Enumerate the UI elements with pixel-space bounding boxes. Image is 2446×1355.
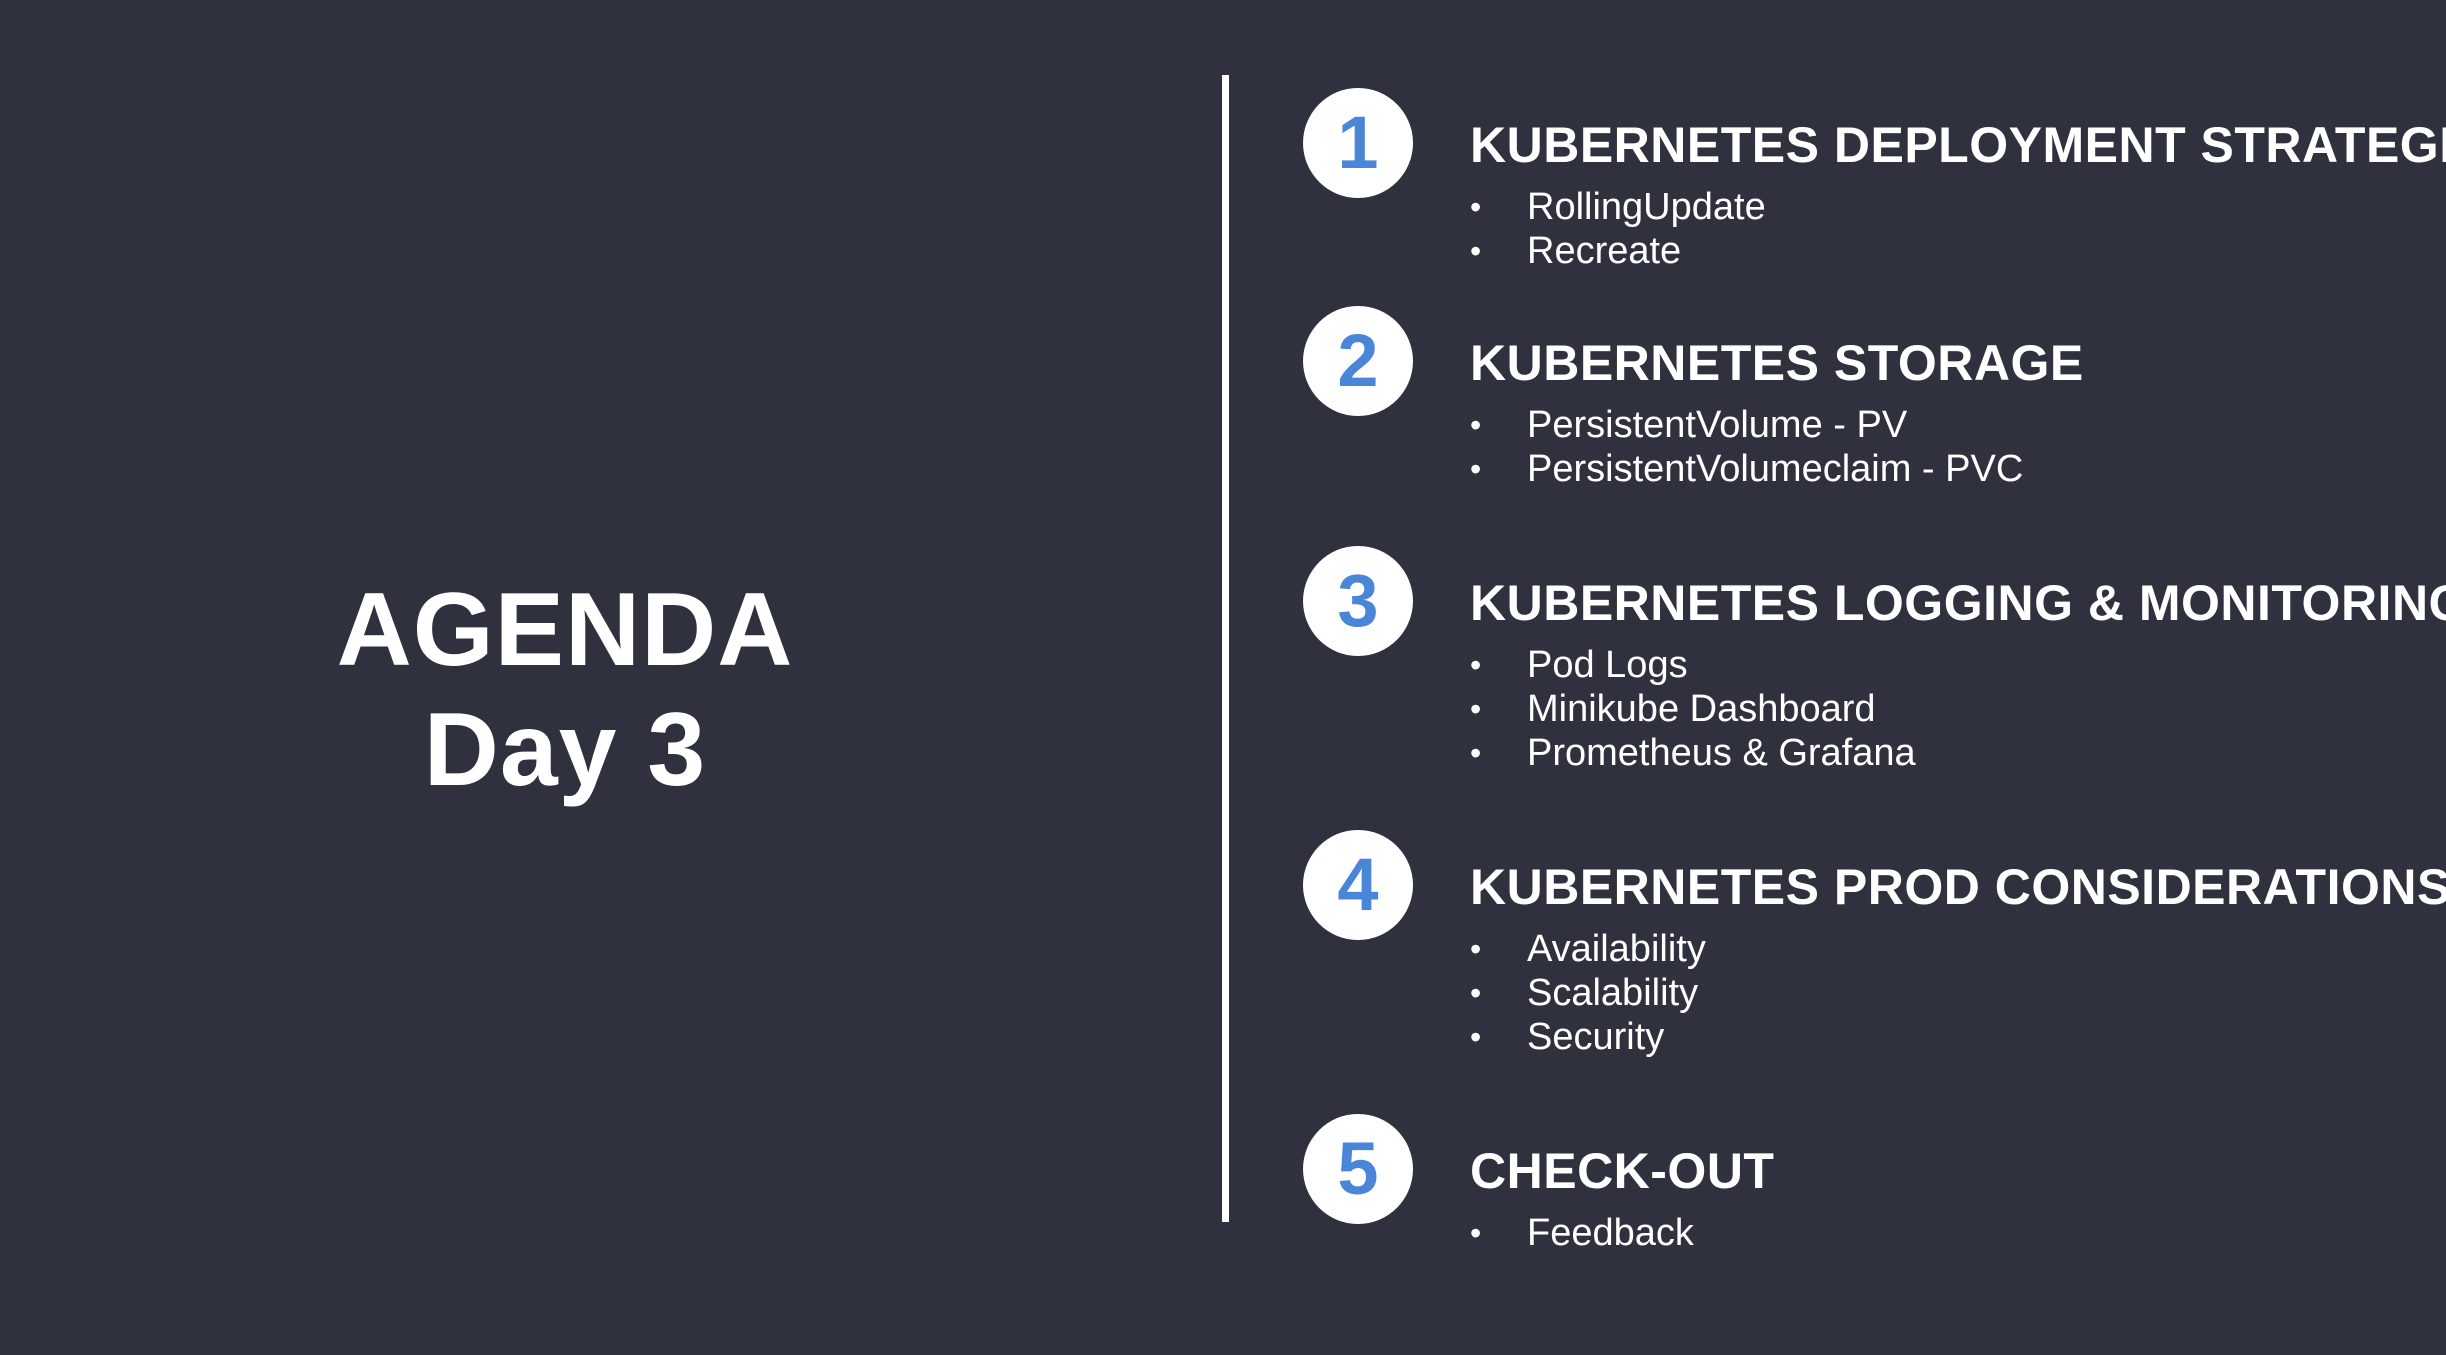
slide-title: AGENDA xyxy=(336,572,794,688)
bullet-item: Security xyxy=(1470,1015,1706,1059)
item-number: 2 xyxy=(1337,319,1379,402)
bullet-item: Scalability xyxy=(1470,971,1706,1015)
bullet-list: Availability Scalability Security xyxy=(1470,927,1706,1059)
item-heading: KUBERNETES PROD CONSIDERATIONS xyxy=(1470,859,2446,915)
bullet-item: Minikube Dashboard xyxy=(1470,687,1916,731)
number-badge: 4 xyxy=(1303,830,1413,940)
bullet-item: Recreate xyxy=(1470,229,1766,273)
bullet-item: Feedback xyxy=(1470,1211,1694,1255)
bullet-item: Prometheus & Grafana xyxy=(1470,731,1916,775)
item-number: 3 xyxy=(1337,559,1379,642)
bullet-list: Feedback xyxy=(1470,1211,1694,1255)
slide-subtitle: Day 3 xyxy=(423,692,707,808)
number-badge: 5 xyxy=(1303,1114,1413,1224)
item-heading: KUBERNETES LOGGING & MONITORING xyxy=(1470,575,2446,631)
bullet-item: PersistentVolumeclaim - PVC xyxy=(1470,447,2023,491)
number-badge: 2 xyxy=(1303,306,1413,416)
bullet-list: RollingUpdate Recreate xyxy=(1470,185,1766,273)
number-badge: 3 xyxy=(1303,546,1413,656)
title-block: AGENDA Day 3 xyxy=(280,570,850,810)
bullet-list: Pod Logs Minikube Dashboard Prometheus &… xyxy=(1470,643,1916,775)
item-heading: KUBERNETES DEPLOYMENT STRATEGIES xyxy=(1470,117,2446,173)
item-number: 5 xyxy=(1337,1127,1379,1210)
bullet-item: Pod Logs xyxy=(1470,643,1916,687)
item-heading: CHECK-OUT xyxy=(1470,1143,1775,1199)
item-number: 1 xyxy=(1337,101,1379,184)
bullet-item: Availability xyxy=(1470,927,1706,971)
item-heading: KUBERNETES STORAGE xyxy=(1470,335,2084,391)
vertical-divider xyxy=(1222,75,1229,1222)
bullet-item: PersistentVolume - PV xyxy=(1470,403,2023,447)
bullet-list: PersistentVolume - PV PersistentVolumecl… xyxy=(1470,403,2023,491)
item-number: 4 xyxy=(1337,843,1379,926)
number-badge: 1 xyxy=(1303,88,1413,198)
bullet-item: RollingUpdate xyxy=(1470,185,1766,229)
